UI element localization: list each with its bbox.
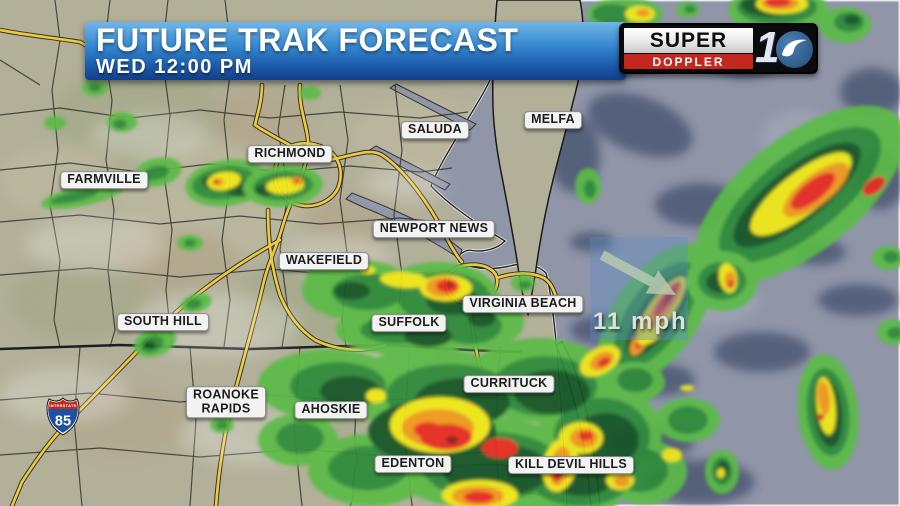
wind-arrow-icon bbox=[599, 250, 676, 295]
city-label-kill-devil-hills: KILL DEVIL HILLS bbox=[508, 456, 634, 474]
city-label-ahoskie: AHOSKIE bbox=[294, 401, 368, 419]
forecast-timestamp: WED 12:00 PM bbox=[96, 56, 253, 78]
interstate-85-shield: INTERSTATE 85 bbox=[46, 397, 80, 436]
city-label-melfa: MELFA bbox=[524, 111, 582, 129]
header-bar: FUTURE TRAK FORECAST WED 12:00 PM bbox=[85, 22, 626, 80]
city-label-richmond: RICHMOND bbox=[247, 145, 333, 163]
logo-doppler-text: DOPPLER bbox=[624, 54, 753, 69]
city-label-newport-news: NEWPORT NEWS bbox=[372, 220, 496, 238]
city-label-south-hill: SOUTH HILL bbox=[117, 313, 209, 331]
city-label-roanoke-rapids: ROANOKE RAPIDS bbox=[186, 386, 266, 418]
page-title: FUTURE TRAK FORECAST bbox=[96, 22, 519, 58]
logo-wordmark: SUPER DOPPLER bbox=[624, 28, 753, 69]
storm-motion-annotation: 11 mph bbox=[590, 237, 688, 340]
city-label-saluda: SALUDA bbox=[401, 121, 469, 139]
channel-number-one: 1 bbox=[755, 23, 780, 72]
logo-channel-10: 1 bbox=[755, 24, 813, 72]
city-label-virginia-beach: VIRGINIA BEACH bbox=[462, 295, 584, 313]
city-label-wakefield: WAKEFIELD bbox=[278, 252, 370, 270]
city-label-currituck: CURRITUCK bbox=[463, 375, 555, 393]
logo-super-text: SUPER bbox=[624, 28, 753, 53]
city-label-suffolk: SUFFOLK bbox=[371, 314, 447, 332]
wave-icon bbox=[776, 31, 813, 68]
super-doppler-10-logo: SUPER DOPPLER 1 bbox=[619, 23, 818, 74]
city-label-edenton: EDENTON bbox=[374, 455, 452, 473]
city-label-farmville: FARMVILLE bbox=[60, 171, 148, 189]
shield-route-number: 85 bbox=[55, 414, 71, 430]
shield-road-type: INTERSTATE bbox=[49, 404, 76, 408]
wind-speed-label: 11 mph bbox=[593, 308, 688, 335]
